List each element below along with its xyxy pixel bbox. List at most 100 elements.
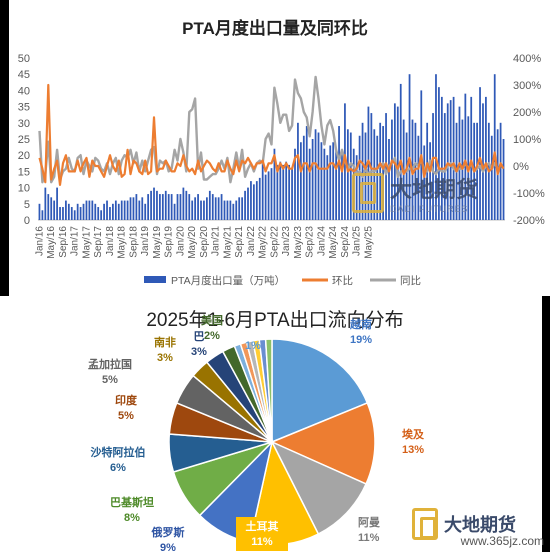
pie-label-percent: 11%: [251, 536, 273, 548]
export-bar: [291, 168, 293, 220]
export-bar: [391, 119, 393, 220]
export-bar: [285, 161, 288, 220]
x-tick-label: May/16: [46, 226, 57, 259]
export-bar: [361, 122, 364, 220]
export-bar: [97, 207, 100, 220]
export-bar: [167, 194, 170, 220]
export-bar: [294, 148, 296, 220]
export-bar: [50, 197, 53, 220]
y-right-tick-label: 0%: [513, 161, 529, 173]
y-right-tick-label: 300%: [513, 80, 541, 92]
y-left-tick-label: 15: [18, 166, 30, 178]
export-bar: [255, 181, 258, 220]
site-watermark: www.365jz.com: [460, 534, 544, 548]
left-edge-bar: [0, 0, 9, 296]
export-bar: [317, 132, 320, 220]
export-bar: [59, 207, 61, 220]
export-bar: [297, 122, 299, 220]
export-bar: [147, 194, 150, 220]
x-tick-label: Sep/19: [164, 226, 175, 258]
x-tick-label: Sep/24: [340, 226, 351, 258]
export-bar: [270, 168, 273, 220]
export-bar: [129, 197, 132, 220]
export-bar: [161, 194, 164, 220]
pie-slice: [270, 440, 368, 535]
export-bar: [214, 197, 217, 220]
watermark-main: 大地期货: [444, 515, 516, 535]
export-bar: [338, 126, 340, 220]
y-left-tick-label: 30: [18, 118, 30, 130]
export-bar: [493, 74, 496, 220]
export-bar: [123, 200, 126, 220]
pie-label-name: 土耳其: [246, 519, 279, 533]
export-bar: [417, 135, 420, 220]
export-bar: [267, 171, 270, 220]
export-bar: [176, 194, 179, 220]
x-tick-label: Sep/22: [269, 226, 280, 258]
watermark-main: 大地期货: [390, 177, 479, 202]
right-edge-bar: [542, 296, 550, 552]
x-tick-label: Jan/23: [281, 226, 292, 256]
export-bar: [82, 203, 85, 220]
x-tick-label: Sep/21: [234, 226, 245, 258]
pie-label-name: 俄罗斯: [151, 525, 185, 539]
export-bar: [191, 200, 194, 220]
export-bar: [53, 200, 56, 220]
x-tick-label: May/24: [328, 226, 339, 259]
pie-label-name: 孟加拉国: [88, 357, 132, 371]
y-left-tick-label: 25: [18, 134, 30, 146]
export-bar: [241, 197, 244, 220]
export-bar: [106, 200, 108, 220]
export-bar: [485, 96, 487, 220]
pie-label-percent: 5%: [118, 410, 134, 422]
export-bar: [449, 100, 452, 220]
export-bar: [346, 129, 349, 220]
pie-label-name: 印度: [115, 393, 138, 407]
export-bar: [203, 200, 205, 220]
x-tick-label: Jan/21: [211, 226, 222, 256]
pie-label-name: 阿曼: [358, 515, 380, 529]
pie-label-percent: 3%: [157, 352, 173, 364]
export-bar: [482, 103, 484, 220]
mom-line: [38, 83, 505, 186]
export-bar: [47, 194, 50, 220]
export-bar: [206, 197, 208, 220]
pie-label-percent: 13%: [402, 444, 424, 456]
export-bar: [311, 139, 314, 220]
export-bar: [159, 194, 161, 220]
x-tick-label: Jan/20: [175, 226, 186, 256]
export-bar: [223, 200, 226, 220]
export-bar: [135, 194, 138, 220]
y-right-tick-label: -200%: [513, 215, 545, 227]
pie-label-percent: 19%: [350, 334, 372, 346]
export-bar: [282, 164, 285, 220]
y-left-tick-label: 0: [24, 215, 30, 227]
pie-slice: [270, 401, 376, 485]
export-bar: [364, 132, 367, 220]
export-bar: [88, 200, 91, 220]
export-bar: [44, 187, 47, 220]
export-bar: [156, 190, 158, 220]
y-left-tick-label: 20: [18, 150, 30, 162]
export-bar: [100, 210, 103, 220]
pie-label-percent: 2%: [204, 330, 220, 342]
ratio-lines: [38, 75, 505, 186]
legend-bar-swatch: [144, 276, 166, 283]
export-bar: [70, 207, 73, 220]
pie-label-name: 埃及: [402, 427, 425, 441]
x-tick-label: May/20: [187, 226, 198, 259]
export-bar: [452, 96, 455, 220]
export-bar: [341, 151, 343, 220]
top-chart-title: PTA月度出口量及同环比: [182, 19, 368, 38]
top-watermark: 大地期货 DADI FUTURES: [352, 172, 478, 214]
export-bars: [38, 74, 505, 221]
export-bar: [109, 207, 111, 220]
y-left-tick-label: 35: [18, 102, 30, 114]
export-bar: [112, 203, 114, 220]
pie-label-name: 巴: [194, 330, 205, 343]
bottom-chart-title: 2025年1-6月PTA出口流向分布: [146, 310, 404, 331]
export-bar: [276, 164, 279, 220]
export-bar: [329, 145, 332, 220]
export-bar: [211, 194, 214, 220]
export-bar: [117, 203, 120, 220]
